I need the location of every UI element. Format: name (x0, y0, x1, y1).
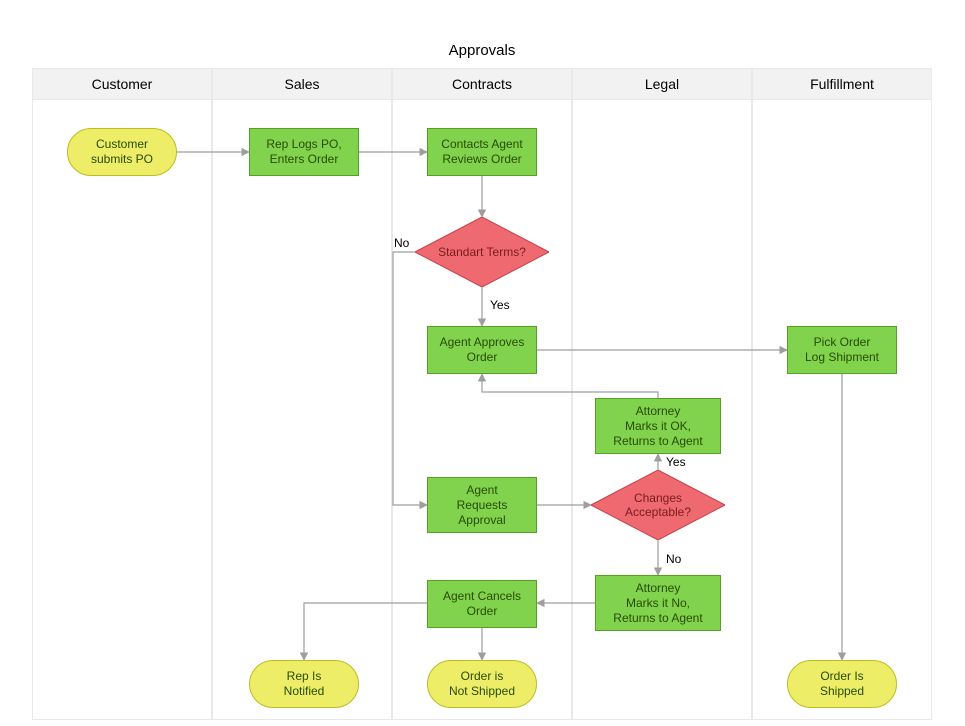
edge-label: No (394, 236, 409, 250)
process-rep-logs-po: Rep Logs PO,Enters Order (249, 128, 359, 176)
node-label: Standart Terms? (438, 245, 526, 259)
process-attorney-marks-ok: AttorneyMarks it OK,Returns to Agent (595, 398, 721, 454)
decision-changes-acceptable: ChangesAcceptable? (591, 470, 725, 540)
process-agent-requests-approval: AgentRequestsApproval (427, 477, 537, 533)
node-label: ChangesAcceptable? (625, 491, 691, 520)
edge-label: No (666, 552, 681, 566)
flowchart-canvas: Approvals Customer Sales Contracts Legal… (0, 0, 965, 726)
node-label: Agent ApprovesOrder (440, 335, 525, 365)
node-label: AgentRequestsApproval (457, 483, 508, 528)
edge-label: Yes (490, 298, 510, 312)
node-label: Agent CancelsOrder (443, 589, 521, 619)
decision-standard-terms: Standart Terms? (415, 217, 549, 287)
node-label: Order isNot Shipped (449, 669, 515, 699)
process-pick-order-log-shipment: Pick OrderLog Shipment (787, 326, 897, 374)
node-label: AttorneyMarks it OK,Returns to Agent (613, 404, 702, 449)
node-label: Rep IsNotified (284, 669, 325, 699)
node-label: Pick OrderLog Shipment (805, 335, 879, 365)
edge-label: Yes (666, 455, 686, 469)
node-label: Rep Logs PO,Enters Order (266, 137, 341, 167)
node-label: Order IsShipped (820, 669, 864, 699)
node-label: Customersubmits PO (91, 137, 153, 167)
process-agent-cancels-order: Agent CancelsOrder (427, 580, 537, 628)
process-contacts-agent-reviews: Contacts AgentReviews Order (427, 128, 537, 176)
node-label: AttorneyMarks it No,Returns to Agent (613, 581, 702, 626)
process-attorney-marks-no: AttorneyMarks it No,Returns to Agent (595, 575, 721, 631)
node-label: Contacts AgentReviews Order (441, 137, 522, 167)
terminator-rep-is-notified: Rep IsNotified (249, 660, 359, 708)
process-agent-approves-order: Agent ApprovesOrder (427, 326, 537, 374)
terminator-customer-submits-po: Customersubmits PO (67, 128, 177, 176)
terminator-order-not-shipped: Order isNot Shipped (427, 660, 537, 708)
terminator-order-is-shipped: Order IsShipped (787, 660, 897, 708)
